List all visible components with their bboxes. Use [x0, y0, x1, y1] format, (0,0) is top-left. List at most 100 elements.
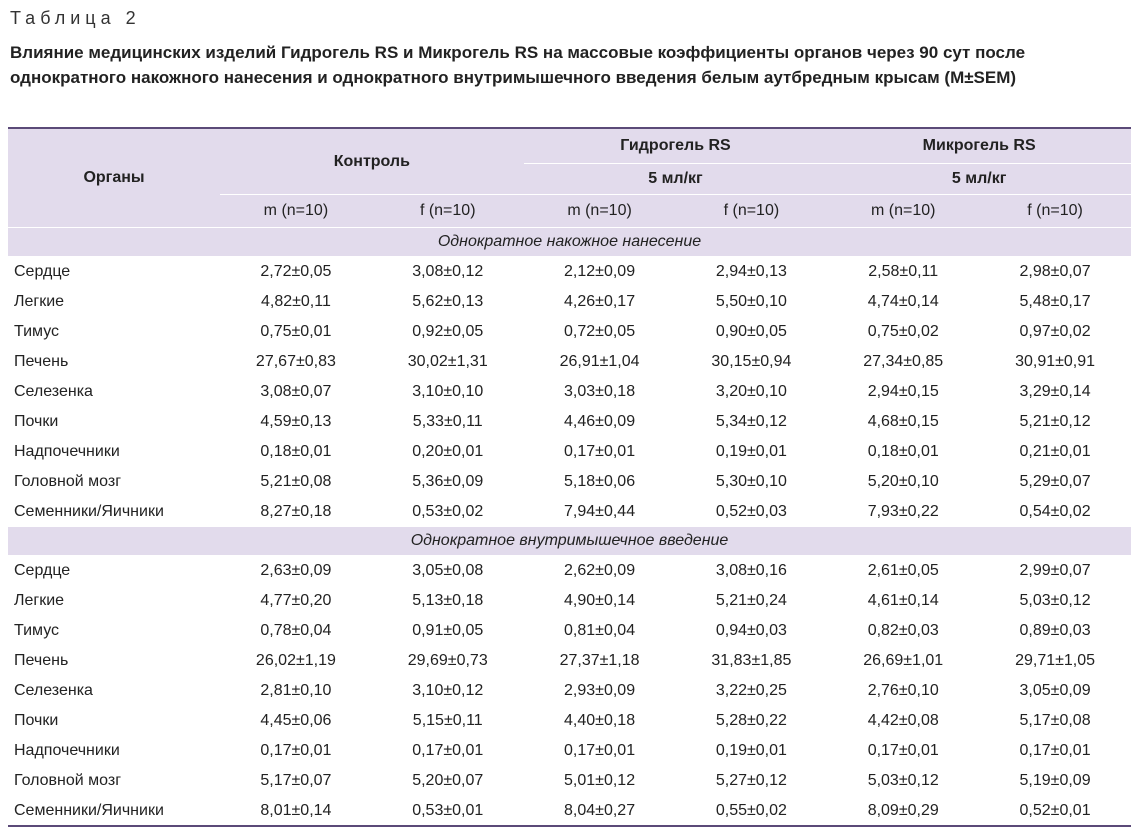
- value-cell: 29,69±0,73: [371, 645, 524, 676]
- value-cell: 2,98±0,07: [979, 256, 1131, 287]
- value-cell: 0,19±0,01: [675, 436, 828, 467]
- value-cell: 5,27±0,12: [675, 765, 828, 796]
- value-cell: 0,17±0,01: [371, 735, 524, 766]
- header-control: Контроль: [220, 128, 524, 195]
- value-cell: 0,17±0,01: [523, 735, 676, 766]
- value-cell: 5,33±0,11: [371, 406, 524, 437]
- section-row: Однократное внутримышечное введение: [8, 526, 1131, 556]
- organ-cell: Тимус: [8, 615, 220, 646]
- value-cell: 4,40±0,18: [523, 705, 676, 736]
- organ-cell: Головной мозг: [8, 765, 220, 796]
- value-cell: 5,30±0,10: [675, 466, 828, 497]
- value-cell: 5,13±0,18: [371, 585, 524, 616]
- value-cell: 5,21±0,08: [220, 466, 372, 497]
- organ-cell: Селезенка: [8, 675, 220, 706]
- value-cell: 0,54±0,02: [979, 496, 1131, 527]
- organ-cell: Тимус: [8, 316, 220, 347]
- value-cell: 0,52±0,03: [675, 496, 828, 527]
- organ-weight-table: Органы Контроль Гидрогель RS Микрогель R…: [8, 127, 1131, 827]
- value-cell: 5,03±0,12: [979, 585, 1131, 616]
- value-cell: 0,90±0,05: [675, 316, 828, 347]
- value-cell: 0,94±0,03: [675, 615, 828, 646]
- value-cell: 5,29±0,07: [979, 466, 1131, 497]
- value-cell: 2,62±0,09: [523, 555, 676, 586]
- value-cell: 0,17±0,01: [979, 735, 1131, 766]
- value-cell: 31,83±1,85: [675, 645, 828, 676]
- value-cell: 3,10±0,10: [371, 376, 524, 407]
- value-cell: 3,20±0,10: [675, 376, 828, 407]
- table-row: Печень 26,02±1,19 29,69±0,73 27,37±1,18 31,8…: [8, 645, 1131, 676]
- value-cell: 2,12±0,09: [523, 256, 676, 287]
- value-cell: 5,36±0,09: [371, 466, 524, 497]
- table-row: Легкие 4,77±0,20 5,13±0,18 4,90±0,14 5,21±0,…: [8, 585, 1131, 616]
- value-cell: 3,05±0,08: [371, 555, 524, 586]
- value-cell: 4,46±0,09: [523, 406, 676, 437]
- value-cell: 8,27±0,18: [220, 496, 372, 527]
- value-cell: 5,15±0,11: [371, 705, 524, 736]
- section-title: Однократное внутримышечное введение: [8, 526, 1131, 556]
- value-cell: 30,02±1,31: [371, 346, 524, 377]
- value-cell: 5,21±0,24: [675, 585, 828, 616]
- value-cell: 5,19±0,09: [979, 765, 1131, 796]
- table-row: Почки 4,59±0,13 5,33±0,11 4,46±0,09 5,34±0,1…: [8, 406, 1131, 437]
- value-cell: 3,08±0,12: [371, 256, 524, 287]
- value-cell: 0,18±0,01: [220, 436, 372, 467]
- value-cell: 4,90±0,14: [523, 585, 676, 616]
- value-cell: 3,10±0,12: [371, 675, 524, 706]
- value-cell: 5,01±0,12: [523, 765, 676, 796]
- value-cell: 3,22±0,25: [675, 675, 828, 706]
- organ-cell: Печень: [8, 645, 220, 676]
- value-cell: 5,18±0,06: [523, 466, 676, 497]
- value-cell: 0,72±0,05: [523, 316, 676, 347]
- value-cell: 3,03±0,18: [523, 376, 676, 407]
- value-cell: 5,17±0,07: [220, 765, 372, 796]
- organ-cell: Печень: [8, 346, 220, 377]
- organ-cell: Сердце: [8, 256, 220, 287]
- value-cell: 30,91±0,91: [979, 346, 1131, 377]
- value-cell: 5,50±0,10: [675, 286, 828, 317]
- value-cell: 27,37±1,18: [523, 645, 676, 676]
- table-row: Сердце 2,72±0,05 3,08±0,12 2,12±0,09 2,94±0,…: [8, 256, 1131, 287]
- organ-cell: Почки: [8, 705, 220, 736]
- value-cell: 2,99±0,07: [979, 555, 1131, 586]
- organ-cell: Легкие: [8, 286, 220, 317]
- header-sub: m (n=10): [220, 194, 372, 228]
- value-cell: 0,75±0,01: [220, 316, 372, 347]
- value-cell: 3,05±0,09: [979, 675, 1131, 706]
- organ-cell: Головной мозг: [8, 466, 220, 497]
- table-label: Таблица 2: [10, 8, 141, 28]
- value-cell: 5,20±0,10: [827, 466, 980, 497]
- value-cell: 0,82±0,03: [827, 615, 980, 646]
- value-cell: 4,68±0,15: [827, 406, 980, 437]
- value-cell: 3,08±0,07: [220, 376, 372, 407]
- section-row: Однократное накожное нанесение: [8, 227, 1131, 257]
- value-cell: 0,20±0,01: [371, 436, 524, 467]
- header-microgel: Микрогель RS: [827, 128, 1131, 164]
- value-cell: 2,94±0,13: [675, 256, 828, 287]
- value-cell: 0,19±0,01: [675, 735, 828, 766]
- value-cell: 0,97±0,02: [979, 316, 1131, 347]
- organ-cell: Селезенка: [8, 376, 220, 407]
- value-cell: 0,18±0,01: [827, 436, 980, 467]
- value-cell: 4,45±0,06: [220, 705, 372, 736]
- organ-cell: Семенники/Яичники: [8, 496, 220, 527]
- value-cell: 26,69±1,01: [827, 645, 980, 676]
- value-cell: 5,20±0,07: [371, 765, 524, 796]
- value-cell: 4,77±0,20: [220, 585, 372, 616]
- table-row: Тимус 0,75±0,01 0,92±0,05 0,72±0,05 0,90±0,0…: [8, 316, 1131, 347]
- value-cell: 0,75±0,02: [827, 316, 980, 347]
- table-header: Органы Контроль Гидрогель RS Микрогель R…: [8, 128, 1131, 228]
- table-row: Тимус 0,78±0,04 0,91±0,05 0,81±0,04 0,94±0,0…: [8, 615, 1131, 646]
- value-cell: 0,17±0,01: [523, 436, 676, 467]
- value-cell: 2,72±0,05: [220, 256, 372, 287]
- value-cell: 5,17±0,08: [979, 705, 1131, 736]
- value-cell: 5,28±0,22: [675, 705, 828, 736]
- value-cell: 0,21±0,01: [979, 436, 1131, 467]
- value-cell: 4,74±0,14: [827, 286, 980, 317]
- value-cell: 7,94±0,44: [523, 496, 676, 527]
- header-hydrogel-dose: 5 мл/кг: [523, 163, 828, 195]
- value-cell: 0,53±0,02: [371, 496, 524, 527]
- organ-cell: Легкие: [8, 585, 220, 616]
- header-sub: f (n=10): [979, 194, 1131, 228]
- section-title: Однократное накожное нанесение: [8, 227, 1131, 257]
